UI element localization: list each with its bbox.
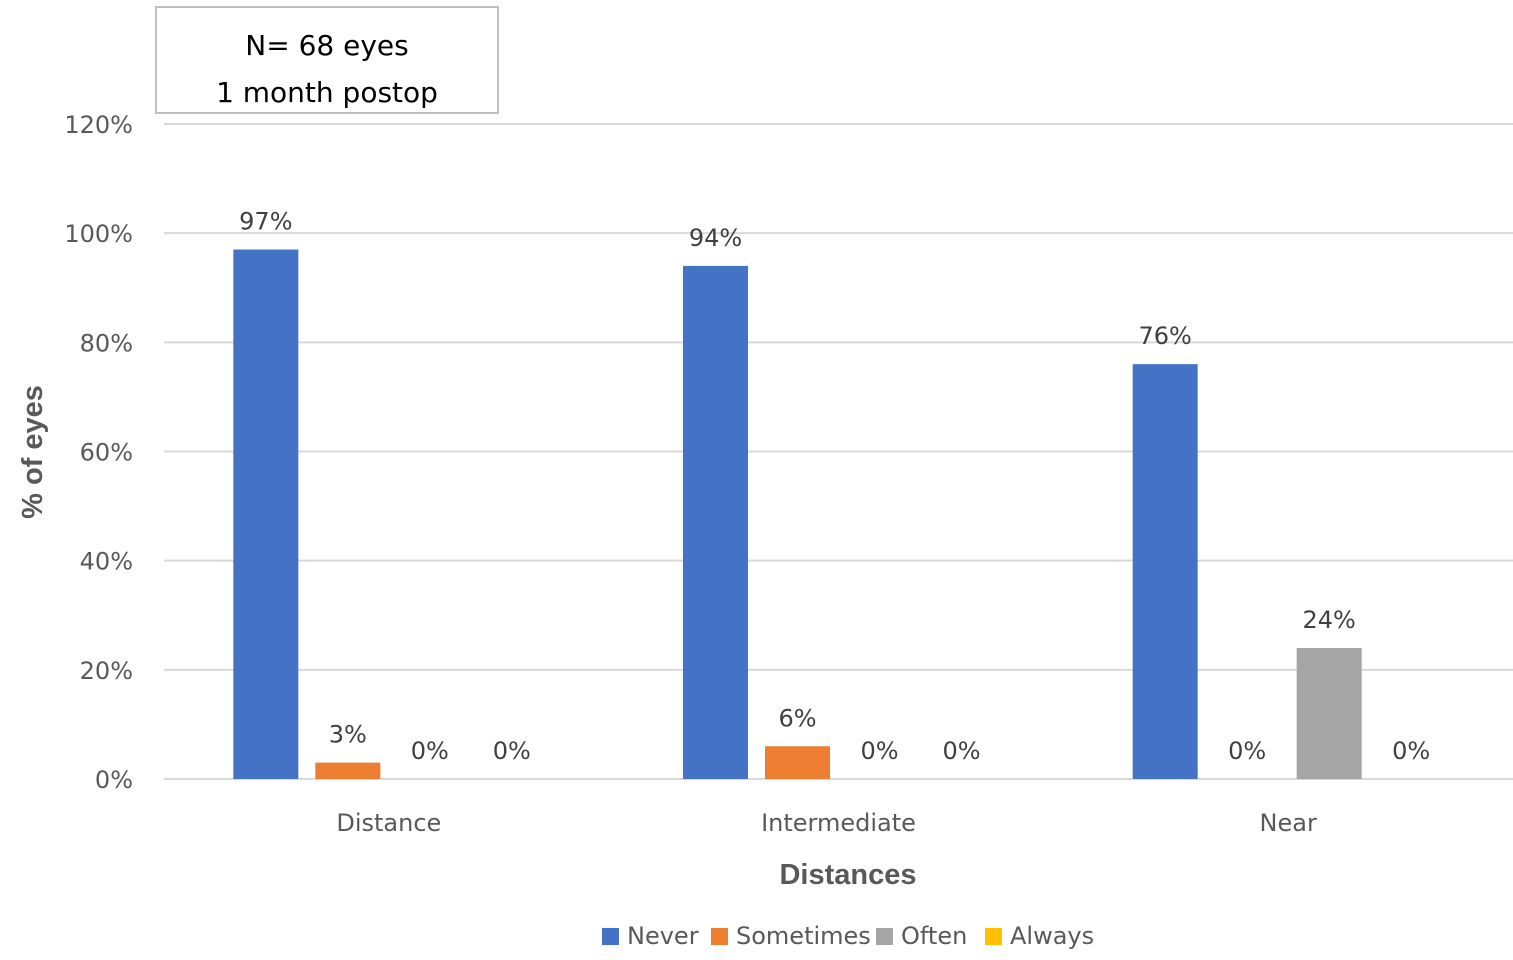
y-tick-label: 60% [80,439,133,467]
legend-label: Often [901,922,967,950]
x-tick-label: Distance [336,809,441,837]
data-label: 76% [1138,322,1191,350]
data-label: 0% [1392,737,1430,765]
legend-item-never: Never [602,922,699,950]
legend-label: Sometimes [736,922,871,950]
bar-never-near [1132,364,1198,779]
legend-swatch [711,928,728,945]
x-axis-title: Distances [779,859,916,891]
annotation-line-1: N= 68 eyes [245,29,408,62]
data-label: 24% [1302,606,1355,634]
legend-item-always: Always [985,922,1094,950]
bar-sometimes-intermediate [765,746,830,779]
legend: Never Sometimes Often Always [602,922,1094,950]
bars [233,249,1362,780]
y-tick-label: 40% [80,548,133,576]
bar-sometimes-distance [315,762,381,779]
annotation-box: N= 68 eyes 1 month postop [155,6,499,114]
annotation-line-2: 1 month postop [216,76,438,109]
y-tick-label: 20% [80,657,133,685]
bar-never-distance [233,249,299,779]
bar-never-intermediate [683,265,748,780]
y-tick-label: 0% [95,766,133,794]
data-label: 97% [239,208,292,236]
x-tick-label: Intermediate [761,809,916,837]
y-axis-title: % of eyes [17,385,49,519]
data-labels: 97% 3% 0% 0% 94% 6% 0% 0% 76% 0% 24% 0% [239,208,1430,765]
legend-item-often: Often [876,922,967,950]
gridlines [164,123,1513,780]
y-tick-label: 100% [64,220,133,248]
data-label: 0% [1228,737,1266,765]
x-tick-label: Near [1260,809,1317,837]
data-label: 0% [942,737,980,765]
bar-often-near [1296,648,1362,779]
data-label: 6% [778,704,816,732]
legend-swatch [985,928,1002,945]
legend-label: Never [627,922,699,950]
y-tick-label: 80% [80,329,133,357]
legend-label: Always [1010,922,1094,950]
data-label: 3% [329,721,367,749]
data-label: 94% [689,224,742,252]
annotation-box-border [155,6,499,114]
y-axis: 0% 20% 40% 60% 80% 100% 120% [64,111,133,794]
data-label: 0% [860,737,898,765]
data-label: 0% [411,737,449,765]
legend-item-sometimes: Sometimes [711,922,871,950]
legend-swatch [602,928,619,945]
y-tick-label: 120% [64,111,133,139]
data-label: 0% [493,737,531,765]
x-axis: Distance Intermediate Near [336,809,1317,837]
legend-swatch [876,928,893,945]
